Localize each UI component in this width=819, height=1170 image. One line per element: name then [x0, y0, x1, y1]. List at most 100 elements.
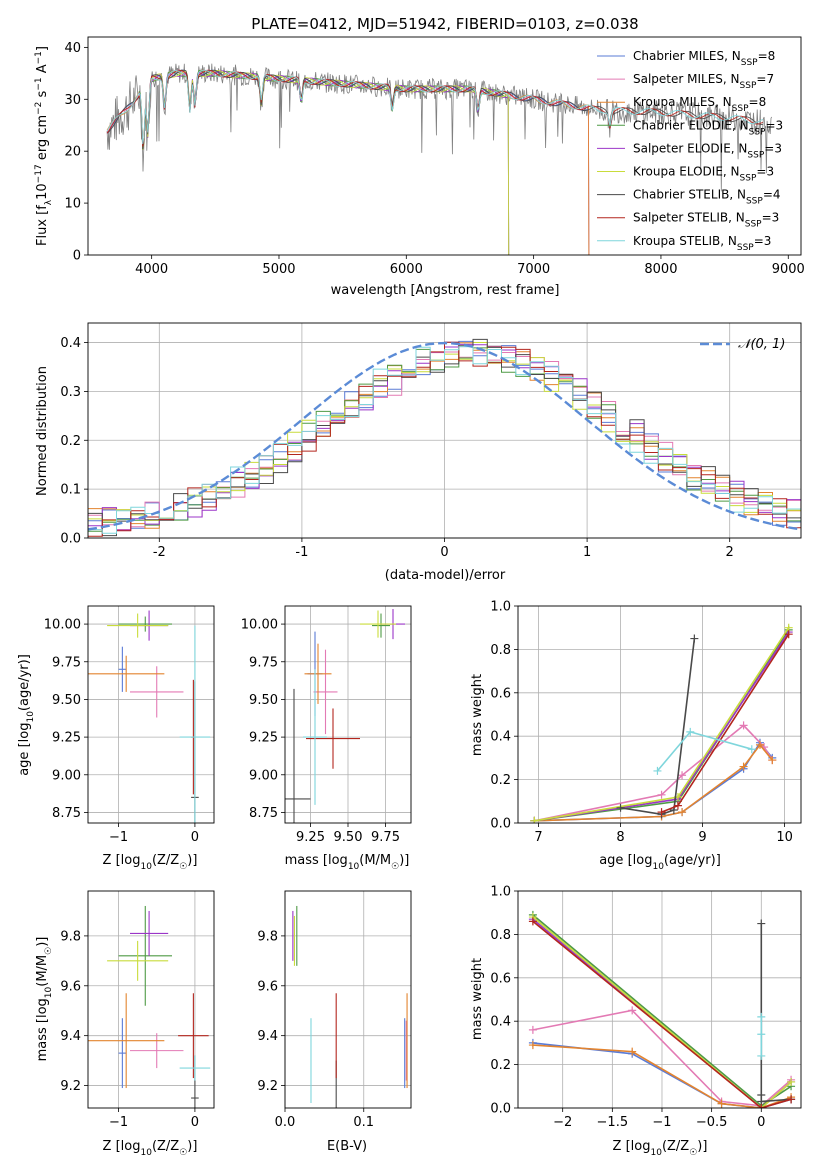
x-tick-label: −1: [109, 830, 128, 845]
weight-age-axes: 7 8 9 10 0.0 0.2 0.4 0.6 0.8 1.0: [490, 600, 802, 845]
label-part: =3: [765, 118, 783, 132]
y-tick-label: 0.1: [60, 483, 81, 498]
series-marker: [747, 745, 756, 754]
series-marker: [784, 630, 793, 639]
y-tick-label: 9.6: [60, 979, 81, 994]
series-marker: [717, 1099, 726, 1108]
label-part: (M/M: [359, 853, 391, 868]
y-axis-label: mass [log10(M/M☉)]: [35, 937, 54, 1062]
mass-z-axes: −1 0 9.2 9.4 9.6 9.8: [60, 890, 215, 1130]
y-tick-label: 1.0: [490, 885, 511, 900]
y-tick-label: 0.8: [490, 928, 511, 943]
label-part: ☉: [689, 1148, 697, 1158]
label-part: )]: [399, 853, 409, 868]
axes-frame: [284, 605, 412, 824]
series-marker: [657, 790, 666, 799]
y-tick-label: 0.0: [60, 532, 81, 547]
x-axis-label: wavelength [Angstrom, rest frame]: [331, 283, 560, 298]
label-part: =3: [764, 141, 782, 155]
y-tick-label: 9.50: [52, 693, 81, 708]
label-part: −17: [34, 164, 44, 183]
series-marker: [628, 1006, 637, 1015]
mass-ebv-axes: 0.0 0.1 9.2 9.4 9.6 9.8: [257, 890, 412, 1130]
label-part: Salpeter ELODIE, N: [633, 141, 747, 155]
label-part: =3: [762, 211, 780, 225]
label-part: Kroupa STELIB, N: [633, 234, 737, 248]
plot-area: [88, 338, 801, 537]
label-part: 10: [348, 862, 360, 872]
legend-label: 𝒩(0, 1): [738, 337, 785, 352]
axes-frame: [517, 605, 802, 824]
legend-label: Salpeter ELODIE, NSSP=3: [633, 141, 782, 160]
label-part: Salpeter MILES, N: [633, 72, 740, 86]
axes-frame: [87, 605, 215, 824]
label-part: =4: [763, 188, 781, 202]
legend-label: Chabrier MILES, NSSP=8: [633, 49, 775, 68]
label-part: λ: [44, 199, 54, 205]
y-tick-label: 9.25: [249, 731, 278, 746]
y-tick-label: 10: [64, 197, 81, 212]
label-part: SSP: [745, 220, 762, 230]
label-part: Z/Z: [157, 853, 179, 868]
y-tick-label: 9.00: [52, 768, 81, 783]
label-part: (: [152, 853, 157, 868]
chart-title: PLATE=0412, MJD=51942, FIBERID=0103, z=0…: [251, 15, 638, 33]
label-part: (age/yr)]: [664, 853, 721, 868]
y-tick-label: 8.75: [249, 806, 278, 821]
series-marker: [628, 1047, 637, 1056]
label-part: )]: [697, 1139, 707, 1154]
y-tick-label: 1.0: [490, 600, 511, 615]
x-tick-label: 8000: [644, 262, 677, 277]
plot-area: [88, 610, 211, 823]
axes-frame: [87, 36, 802, 256]
y-tick-label: 9.4: [60, 1029, 81, 1044]
label-part: SSP: [747, 150, 764, 160]
y-tick-label: 0.0: [490, 817, 511, 832]
y-tick-label: 0.4: [490, 730, 511, 745]
series-marker: [653, 766, 662, 775]
label-part: Z [log: [613, 1139, 651, 1154]
label-part: erg cm: [35, 115, 50, 164]
label-part: Kroupa ELODIE, N: [633, 165, 740, 179]
series-marker: [739, 721, 748, 730]
observed-spectrum-line: [106, 63, 773, 192]
series-line: [534, 743, 773, 822]
y-tick-label: 9.8: [60, 929, 81, 944]
y-tick-label: 9.6: [257, 979, 278, 994]
model-spectrum-line: [106, 69, 590, 255]
x-tick-label: 0: [440, 545, 448, 560]
label-part: Kroupa MILES, N: [633, 95, 732, 109]
axes-frame: [517, 890, 802, 1109]
x-tick-label: 5000: [262, 262, 295, 277]
label-part: SSP: [746, 197, 763, 207]
label-part: )]: [187, 853, 197, 868]
y-tick-label: 0.0: [490, 1102, 511, 1117]
series-marker: [528, 917, 537, 926]
legend-label: Chabrier ELODIE, NSSP=3: [633, 118, 783, 137]
axes-frame: [87, 890, 215, 1109]
y-tick-label: 30: [64, 93, 81, 108]
y-tick-label: 40: [64, 41, 81, 56]
label-part: mass [log: [285, 853, 348, 868]
plot-area: [285, 609, 405, 823]
axes-frame: [87, 322, 802, 539]
x-tick-label: 7000: [517, 262, 550, 277]
y-tick-label: 9.75: [249, 655, 278, 670]
series-marker: [678, 771, 687, 780]
y-axis-label: mass weight: [470, 674, 485, 756]
x-tick-label: 9000: [772, 262, 805, 277]
label-part: ☉: [179, 1148, 187, 1158]
label-part: SSP: [737, 243, 754, 253]
label-part: Chabrier ELODIE, N: [633, 118, 749, 132]
y-axis-label: Normed distribution: [35, 366, 50, 496]
series-line: [534, 741, 773, 822]
y-tick-label: 9.75: [52, 655, 81, 670]
label-part: =3: [754, 234, 772, 248]
series-marker: [755, 740, 764, 749]
series-line: [620, 638, 696, 816]
series-marker: [787, 1077, 796, 1086]
label-part: =3: [756, 165, 774, 179]
x-axis-label: Z [log10(Z/Z☉)]: [613, 1139, 708, 1158]
y-tick-label: 0.6: [490, 686, 511, 701]
